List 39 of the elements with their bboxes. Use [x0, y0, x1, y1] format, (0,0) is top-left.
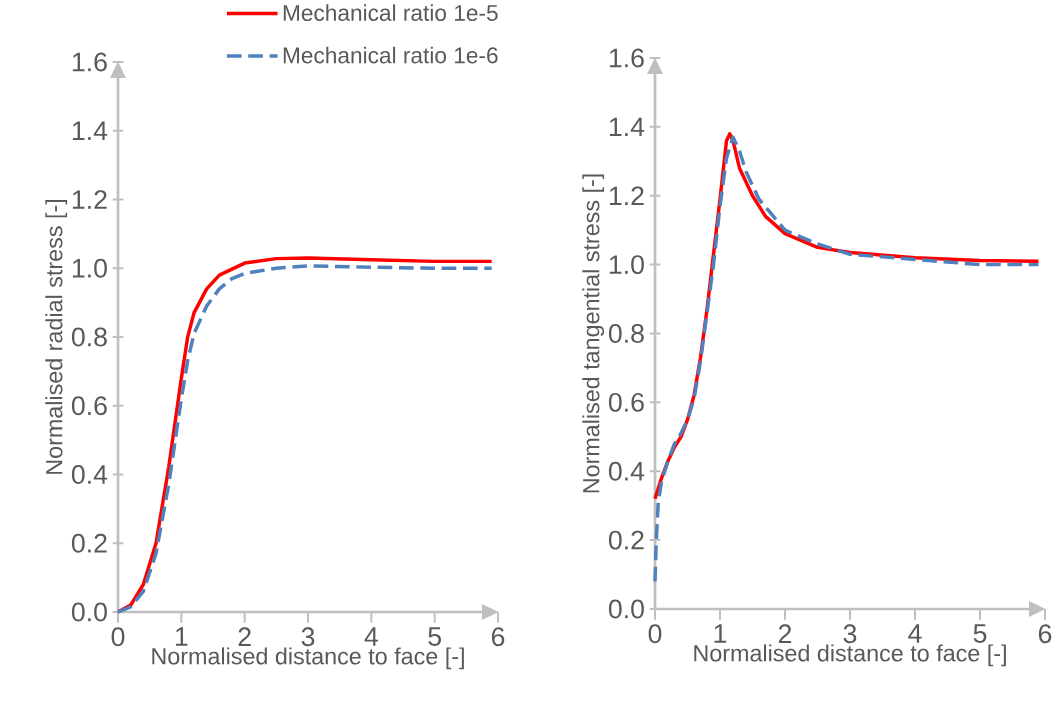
line-series	[653, 135, 1041, 584]
y-tick-label: 1.2	[609, 186, 644, 206]
x-tick-label: 5	[973, 624, 987, 643]
x-axis-title: Normalised distance to face [-]	[694, 644, 1006, 667]
y-tick-label: 0.8	[71, 327, 107, 347]
y-tick-label: 0.0	[71, 602, 107, 622]
y-tick-label: 1.4	[609, 117, 645, 137]
x-tick-label: 1	[714, 624, 727, 643]
x-tick-label: 3	[301, 627, 315, 647]
x-tick-label: 4	[364, 627, 378, 646]
y-tick-label: 0.8	[608, 324, 644, 343]
y-axis-title: Normalised radial stress [-]	[45, 199, 68, 474]
y-tick-label: 0.0	[608, 599, 644, 619]
x-tick-label: 6	[1038, 624, 1052, 644]
x-tick-label: 2	[778, 624, 792, 643]
y-tick-label: 0.2	[608, 530, 644, 550]
x-tick-label: 0	[111, 627, 125, 647]
x-tick-label: 2	[238, 627, 251, 646]
y-tick-label: 0.6	[71, 396, 107, 416]
x-tick-label: 1	[175, 627, 188, 646]
legend-label: Mechanical ratio 1e-6	[283, 46, 498, 64]
y-tick-label: 0.4	[71, 465, 108, 484]
x-axis-title: Normalised distance to face [-]	[152, 647, 464, 670]
y-tick-label: 0.2	[71, 533, 107, 553]
y-tick-label: 1.2	[72, 190, 107, 209]
y-tick-label: 1.6	[72, 52, 107, 72]
x-tick-label: 0	[648, 624, 662, 644]
y-axis-title: Normalised tangential stress [-]	[582, 174, 605, 493]
y-tick-label: 1.0	[609, 255, 644, 275]
x-tick-label: 4	[908, 624, 922, 643]
x-tick-label: 3	[843, 624, 857, 644]
y-tick-label: 0.6	[608, 392, 644, 412]
y-tick-label: 1.4	[72, 121, 108, 140]
x-tick-label: 6	[491, 627, 505, 647]
y-tick-label: 1.6	[609, 48, 644, 68]
y-tick-label: 1.0	[72, 258, 107, 278]
x-tick-label: 5	[428, 627, 441, 646]
legend-label: Mechanical ratio 1e-5	[283, 4, 498, 21]
y-tick-label: 0.4	[608, 461, 645, 481]
